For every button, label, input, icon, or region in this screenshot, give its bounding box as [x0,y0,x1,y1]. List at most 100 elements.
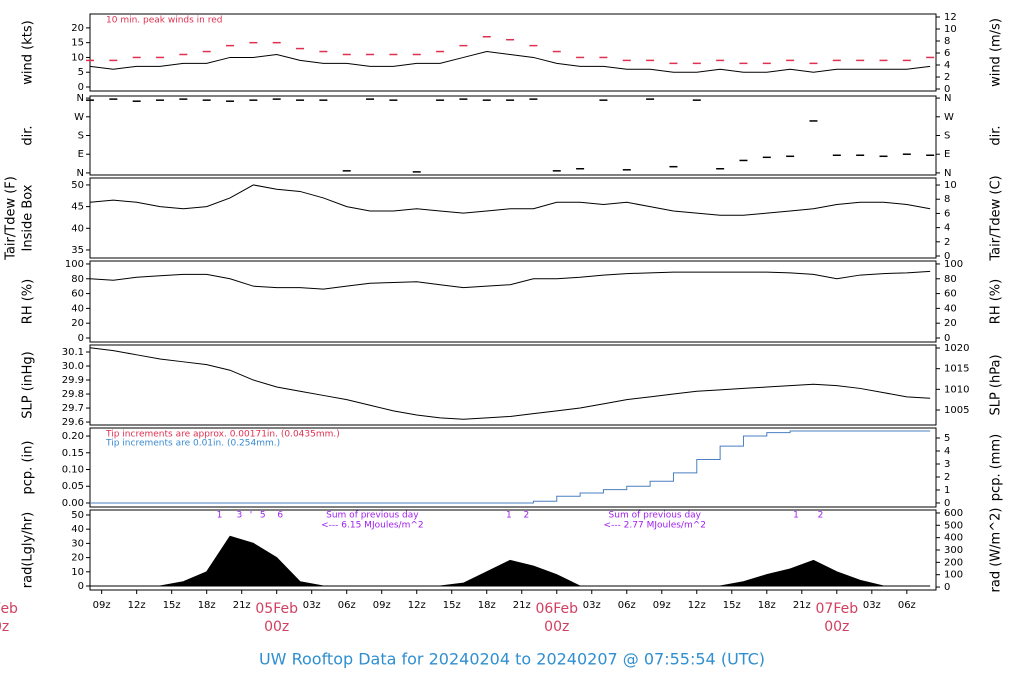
annotation: 2 [818,511,824,521]
y2-tick-label: 300 [944,545,963,556]
y2-axis-label: dir. [989,125,1004,145]
note: Tip increments are 0.01in. (0.254mm.) [105,439,280,449]
y-tick-label: 0.20 [62,431,84,442]
line [89,270,931,290]
annotation: 1 [506,511,512,521]
x-tick-label: 21z [793,600,811,611]
panel-frame [89,260,937,343]
y-tick-label: 0 [78,581,84,592]
y2-tick-label: 1015 [944,364,969,375]
annotation: 6 [277,511,283,521]
date-label: 04Feb [0,601,18,617]
area [90,535,931,587]
annotation: ' [250,511,252,521]
y-tick-label: 50 [71,180,84,191]
y-tick-label: W [74,112,84,123]
y-tick-label: 40 [71,223,84,234]
y-tick-label: S [78,131,84,142]
y2-tick-label: 8 [944,194,950,205]
note: Sum of previous day [609,511,702,521]
y2-tick-label: 8 [944,36,950,47]
y-axis-label: Inside Box [21,184,36,251]
x-tick-label: 09z [653,600,671,611]
y-axis-label: wind (kts) [21,20,36,84]
y-tick-label: N [77,93,84,104]
y-tick-label: 0 [78,333,84,344]
x-tick-label: 06z [898,600,916,611]
line [89,347,931,420]
y-tick-label: 0 [78,82,84,93]
annotation: 1 [793,511,799,521]
x-tick-label: 06z [618,600,636,611]
y2-tick-label: 5 [944,433,950,444]
y2-tick-label: W [944,112,954,123]
y-axis-label: rad(Lgly/hr) [21,512,36,588]
x-tick-label: 09z [373,600,391,611]
y2-tick-label: 2 [944,472,950,483]
note: 10 min. peak winds in red [106,16,223,26]
y2-tick-label: 0 [944,582,950,593]
y2-tick-label: S [944,131,950,142]
annotation: 1 [217,511,223,521]
y2-tick-label: 0 [944,84,950,95]
y-tick-label: 0.05 [62,481,84,492]
annotation: 2 [524,511,530,521]
y-tick-label: 100 [65,259,84,270]
y2-tick-label: 1010 [944,384,969,395]
y2-tick-label: 1020 [944,343,969,354]
y2-tick-label: 40 [944,303,957,314]
y2-axis-label: wind (m/s) [989,18,1004,87]
x-tick-label: 15z [443,600,461,611]
x-tick-label: 21z [513,600,531,611]
y2-axis-label: Tair/Tdew (C) [989,175,1004,261]
y2-tick-label: 100 [944,259,963,270]
y-tick-label: 35 [71,245,84,256]
chart-title: UW Rooftop Data for 20240204 to 20240207… [259,650,765,669]
y2-tick-label: 100 [944,570,963,581]
y-tick-label: 80 [71,274,84,285]
y-tick-label: E [78,149,84,160]
x-tick-label: 09z [93,600,111,611]
y2-tick-label: N [944,93,951,104]
line [90,430,931,504]
x-tick-label: 18z [478,600,496,611]
x-tick-label: 03z [583,600,601,611]
y-tick-label: 0.00 [62,498,84,509]
y-tick-label: 0.15 [62,448,84,459]
y2-tick-label: 600 [944,508,963,519]
x-tick-label: 15z [163,600,181,611]
date-label: 05Feb [255,601,298,617]
annotation: 3 [236,511,242,521]
panel-frame [89,427,937,508]
y2-tick-label: 4 [944,446,950,457]
x-tick-label: 21z [233,600,251,611]
y-axis-label: SLP (inHg) [21,351,36,419]
y-tick-label: 45 [71,202,84,213]
y2-tick-label: 1 [944,485,950,496]
panel-frame [89,344,937,426]
note: <--- 6.15 MJoules/m^2 [321,521,423,531]
y2-tick-label: 3 [944,459,950,470]
y2-tick-label: N [944,168,951,179]
y-axis-label: pcp. (in) [21,441,36,495]
y2-tick-label: 6 [944,208,950,219]
date-hour-label: 00z [0,619,9,635]
y-tick-label: 50 [71,510,84,521]
y-tick-label: 15 [71,38,84,49]
y2-tick-label: 20 [944,318,957,329]
y2-tick-label: 4 [944,223,950,234]
y2-tick-label: 2 [944,237,950,248]
y-tick-label: 20 [71,23,84,34]
y-tick-label: 20 [71,553,84,564]
note: <--- 2.77 MJoules/m^2 [604,521,706,531]
date-label: 07Feb [816,601,859,617]
annotation: 5 [260,511,266,521]
date-hour-label: 00z [824,619,849,635]
y-tick-label: 10 [71,52,84,63]
x-tick-label: 12z [128,600,146,611]
y2-tick-label: 60 [944,289,957,300]
y-tick-label: 40 [71,524,84,535]
y-tick-label: 5 [78,67,84,78]
y-axis-label: RH (%) [21,279,36,324]
